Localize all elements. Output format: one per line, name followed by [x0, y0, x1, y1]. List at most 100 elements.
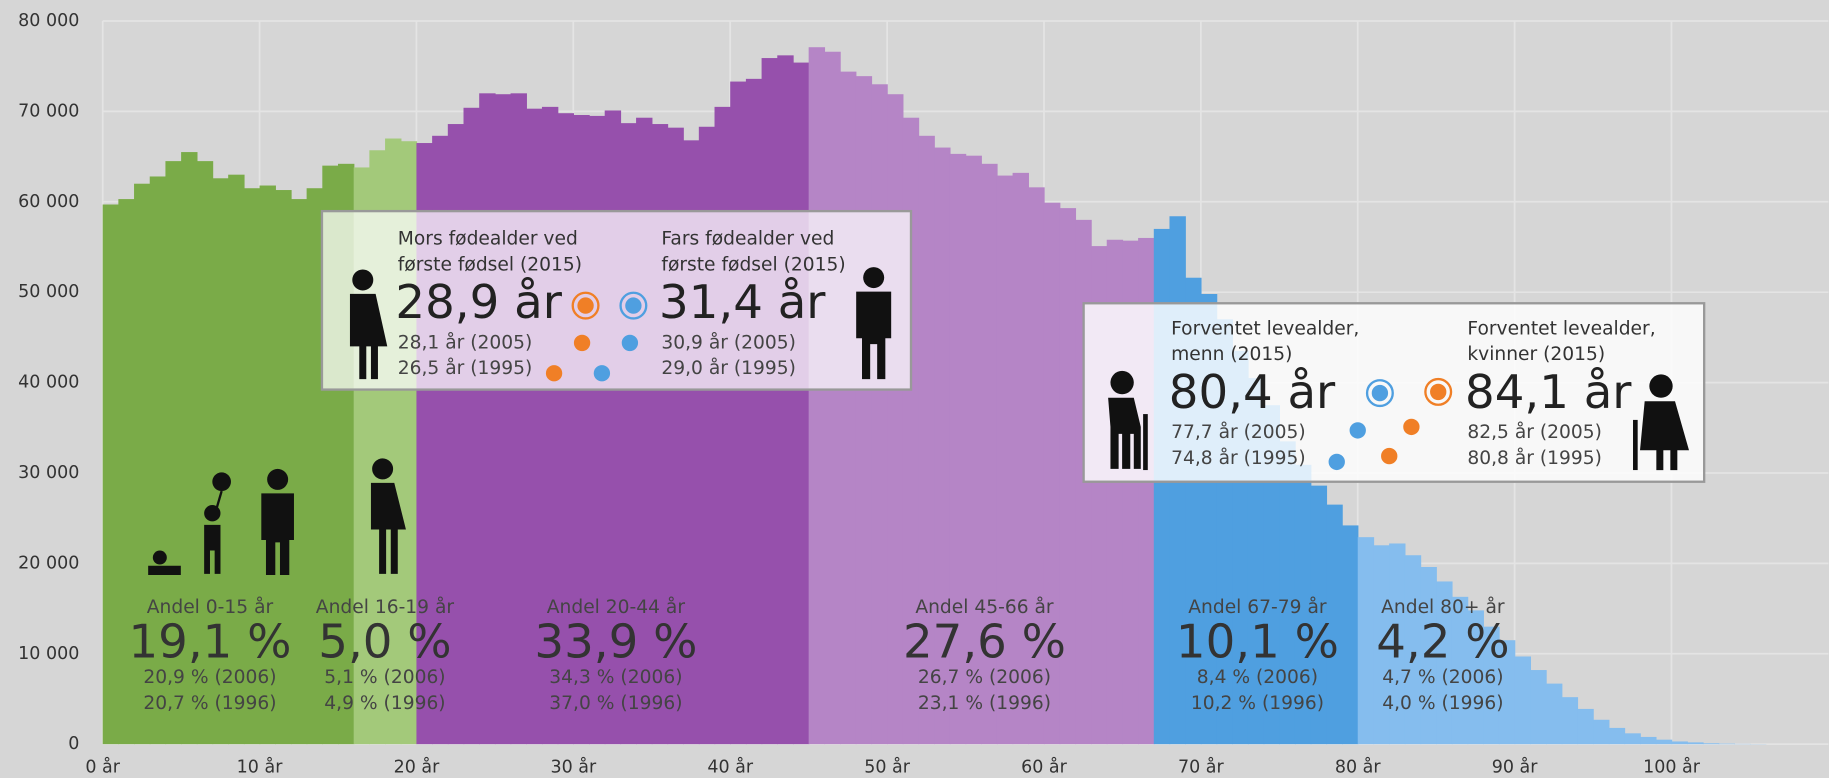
group-share: 10,1 % [1176, 616, 1339, 670]
box-title: kvinner (2015) [1467, 344, 1605, 365]
bar [1577, 708, 1594, 745]
box-history: 28,1 år (2005) [398, 330, 533, 353]
bar [1593, 719, 1610, 745]
box-title: Forventet levealder, [1467, 318, 1655, 339]
bar [1483, 626, 1500, 745]
box-history: 26,5 år (1995) [398, 356, 533, 379]
bar [463, 107, 480, 745]
bar [1059, 208, 1077, 745]
y-tick-label: 60 000 [18, 192, 79, 212]
bar [1389, 543, 1406, 745]
bar [824, 51, 841, 745]
x-tick-label: 50 år [864, 757, 911, 778]
bar [808, 47, 826, 745]
x-tick-label: 40 år [707, 757, 754, 778]
bar [1404, 555, 1422, 745]
bar [1530, 670, 1547, 745]
group-name: Andel 16-19 år [316, 595, 455, 618]
group-share: 27,6 % [903, 616, 1066, 670]
bar [479, 93, 496, 745]
group-history: 20,9 % (2006) [143, 667, 276, 688]
bar [1294, 464, 1312, 745]
bar [306, 188, 324, 745]
bar [887, 94, 904, 745]
group-history: 4,9 % (1996) [324, 693, 445, 714]
bar [1436, 581, 1453, 745]
group-share: 19,1 % [128, 616, 291, 670]
bar [981, 163, 998, 745]
bar [259, 185, 276, 745]
box-title: Forventet levealder, [1171, 318, 1359, 339]
group-share: 4,2 % [1376, 616, 1509, 670]
y-tick-label: 70 000 [18, 101, 79, 121]
bar [1357, 537, 1375, 745]
x-tick-label: 60 år [1021, 757, 1068, 778]
bar [934, 147, 951, 745]
bar [1028, 187, 1045, 745]
bar [212, 178, 229, 745]
box-title: menn (2015) [1171, 344, 1292, 365]
group-name: Andel 80+ år [1381, 595, 1505, 618]
bar [1655, 739, 1673, 745]
group-history: 20,7 % (1996) [143, 693, 276, 714]
bar [745, 78, 763, 745]
x-tick-label: 20 år [394, 757, 441, 778]
bar [1514, 656, 1532, 745]
bar [918, 135, 935, 745]
bar [840, 71, 857, 745]
bar [1373, 545, 1390, 745]
group-history: 34,3 % (2006) [549, 667, 682, 688]
bar [1467, 610, 1484, 745]
y-tick-label: 50 000 [18, 282, 79, 302]
y-tick-label: 40 000 [18, 373, 79, 393]
bar [996, 175, 1014, 745]
bar [290, 199, 308, 745]
box-history: 82,5 år (2005) [1467, 420, 1602, 443]
bar [1310, 485, 1328, 745]
bar [949, 153, 967, 745]
group-history: 4,0 % (1996) [1382, 693, 1503, 714]
bar [1608, 727, 1626, 745]
bar [792, 62, 810, 745]
box-value: 28,9 år [395, 276, 562, 330]
icon-old-man [1108, 370, 1148, 471]
box-title: første fødsel (2015) [661, 254, 845, 275]
bar [102, 204, 120, 745]
bar [243, 188, 261, 745]
bar [730, 81, 747, 745]
bar [118, 199, 135, 745]
box-history: 30,9 år (2005) [661, 330, 796, 353]
bar [1561, 697, 1579, 745]
x-tick-label: 80 år [1335, 757, 1382, 778]
group-name: Andel 67-79 år [1188, 595, 1327, 618]
bar [165, 161, 182, 745]
y-tick-label: 80 000 [18, 11, 79, 31]
group-share: 33,9 % [534, 616, 697, 670]
x-tick-label: 100 år [1643, 757, 1701, 778]
bar [1043, 202, 1061, 745]
info-box [320, 209, 913, 391]
bar [1342, 525, 1359, 745]
box-title: Mors fødealder ved [398, 229, 578, 250]
bar [855, 76, 873, 745]
group-history: 37,0 % (1996) [549, 693, 682, 714]
group-history: 23,1 % (1996) [918, 693, 1051, 714]
bar [1420, 566, 1437, 745]
icon-old-woman [1633, 374, 1690, 471]
bar [149, 176, 167, 745]
group-history: 10,2 % (1996) [1191, 693, 1324, 714]
icon-woman [349, 269, 388, 380]
x-tick-label: 0 år [85, 757, 120, 778]
bar [1687, 742, 1704, 745]
bar [1702, 743, 1720, 745]
bar [777, 55, 794, 745]
y-tick-label: 20 000 [18, 553, 79, 573]
bar [228, 174, 245, 745]
group-history: 5,1 % (2006) [324, 667, 445, 688]
bar [134, 183, 151, 745]
bar [1718, 743, 1735, 745]
box-value: 84,1 år [1465, 366, 1632, 420]
bar [871, 84, 888, 745]
